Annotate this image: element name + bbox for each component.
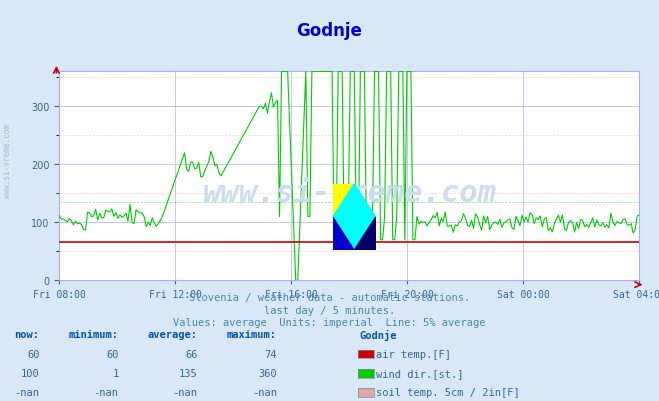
Text: -nan: -nan [14,387,40,397]
Text: -nan: -nan [173,387,198,397]
Text: 60: 60 [27,349,40,359]
Text: wind dir.[st.]: wind dir.[st.] [376,368,463,378]
Text: Godnje: Godnje [297,22,362,40]
Text: maximum:: maximum: [227,330,277,340]
Polygon shape [355,217,376,251]
Text: now:: now: [14,330,40,340]
Text: 360: 360 [258,368,277,378]
Text: 135: 135 [179,368,198,378]
Polygon shape [333,184,376,251]
Text: soil temp. 5cm / 2in[F]: soil temp. 5cm / 2in[F] [376,387,519,397]
Text: 60: 60 [106,349,119,359]
Text: www.si-vreme.com: www.si-vreme.com [202,179,496,208]
Text: Slovenia / weather data - automatic stations.: Slovenia / weather data - automatic stat… [189,292,470,302]
Text: average:: average: [148,330,198,340]
Text: -nan: -nan [252,387,277,397]
Text: 100: 100 [21,368,40,378]
Text: minimum:: minimum: [69,330,119,340]
Text: Values: average  Units: imperial  Line: 5% average: Values: average Units: imperial Line: 5%… [173,318,486,328]
Text: 66: 66 [185,349,198,359]
Text: air temp.[F]: air temp.[F] [376,349,451,359]
Text: 74: 74 [264,349,277,359]
Text: 1: 1 [113,368,119,378]
Text: last day / 5 minutes.: last day / 5 minutes. [264,305,395,315]
Text: -nan: -nan [94,387,119,397]
Text: www.si-vreme.com: www.si-vreme.com [3,124,13,197]
Polygon shape [333,217,355,251]
Text: Godnje: Godnje [359,330,397,340]
Polygon shape [333,184,355,217]
